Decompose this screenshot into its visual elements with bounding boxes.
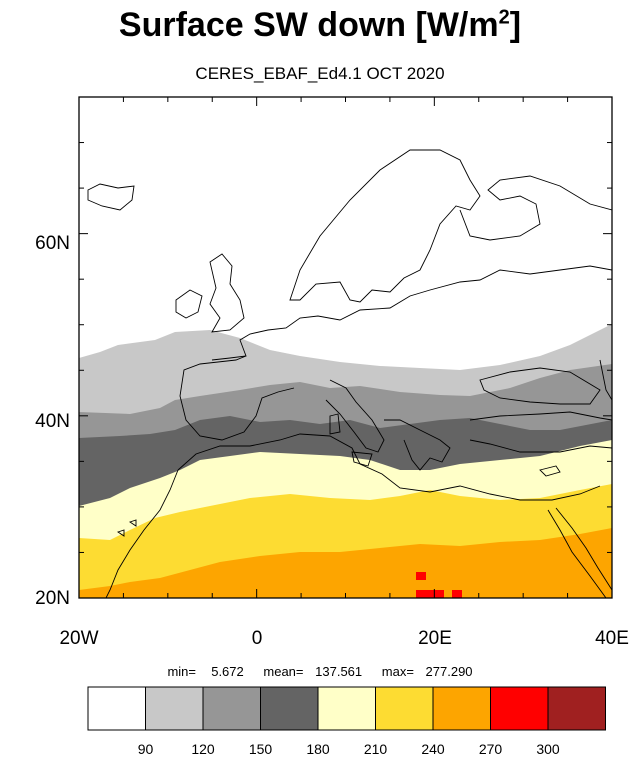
y-tick-label-60n: 60N <box>35 233 70 254</box>
x-tick-label-20e: 20E <box>418 628 452 649</box>
stats-line: min= 5.672 mean= 137.561 max= 277.290 <box>167 664 473 679</box>
band-red-spot <box>416 590 444 598</box>
x-tick-label-40e: 40E <box>595 628 629 649</box>
y-tick-label-20n: 20N <box>35 588 70 609</box>
colorbar-label: 180 <box>306 741 330 757</box>
colorbar-label: 210 <box>363 741 388 757</box>
x-tick-label-20w: 20W <box>59 628 99 649</box>
band-red-spot <box>416 572 426 580</box>
axis-ticks <box>78 96 613 599</box>
colorbar-label: 150 <box>248 741 273 757</box>
colorbar-label: 270 <box>478 741 503 757</box>
map-subtitle: CERES_EBAF_Ed4.1 OCT 2020 <box>195 64 445 83</box>
map-title: Surface SW down [W/m2] <box>118 6 522 44</box>
colorbar-label: 240 <box>421 741 445 757</box>
x-tick-label-0: 0 <box>251 628 263 649</box>
coastlines <box>87 149 612 598</box>
colorbar-label: 90 <box>137 741 154 757</box>
colorbar-label: 300 <box>536 741 560 757</box>
band-red-spot <box>452 590 462 598</box>
y-tick-label-40n: 40N <box>35 411 70 432</box>
colorbar-label: 120 <box>191 741 215 757</box>
band-orange <box>79 528 612 598</box>
